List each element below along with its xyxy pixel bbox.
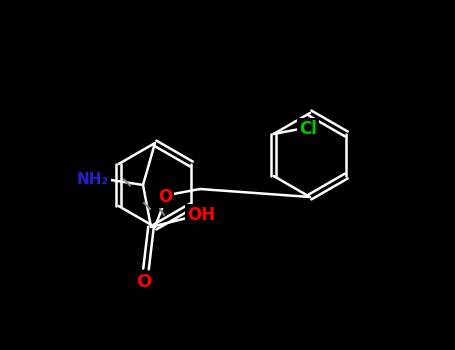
Text: Cl: Cl	[298, 120, 317, 138]
Text: O: O	[158, 188, 172, 206]
Text: OH: OH	[187, 206, 215, 224]
Text: O: O	[136, 273, 152, 291]
Text: NH₂: NH₂	[77, 173, 109, 188]
